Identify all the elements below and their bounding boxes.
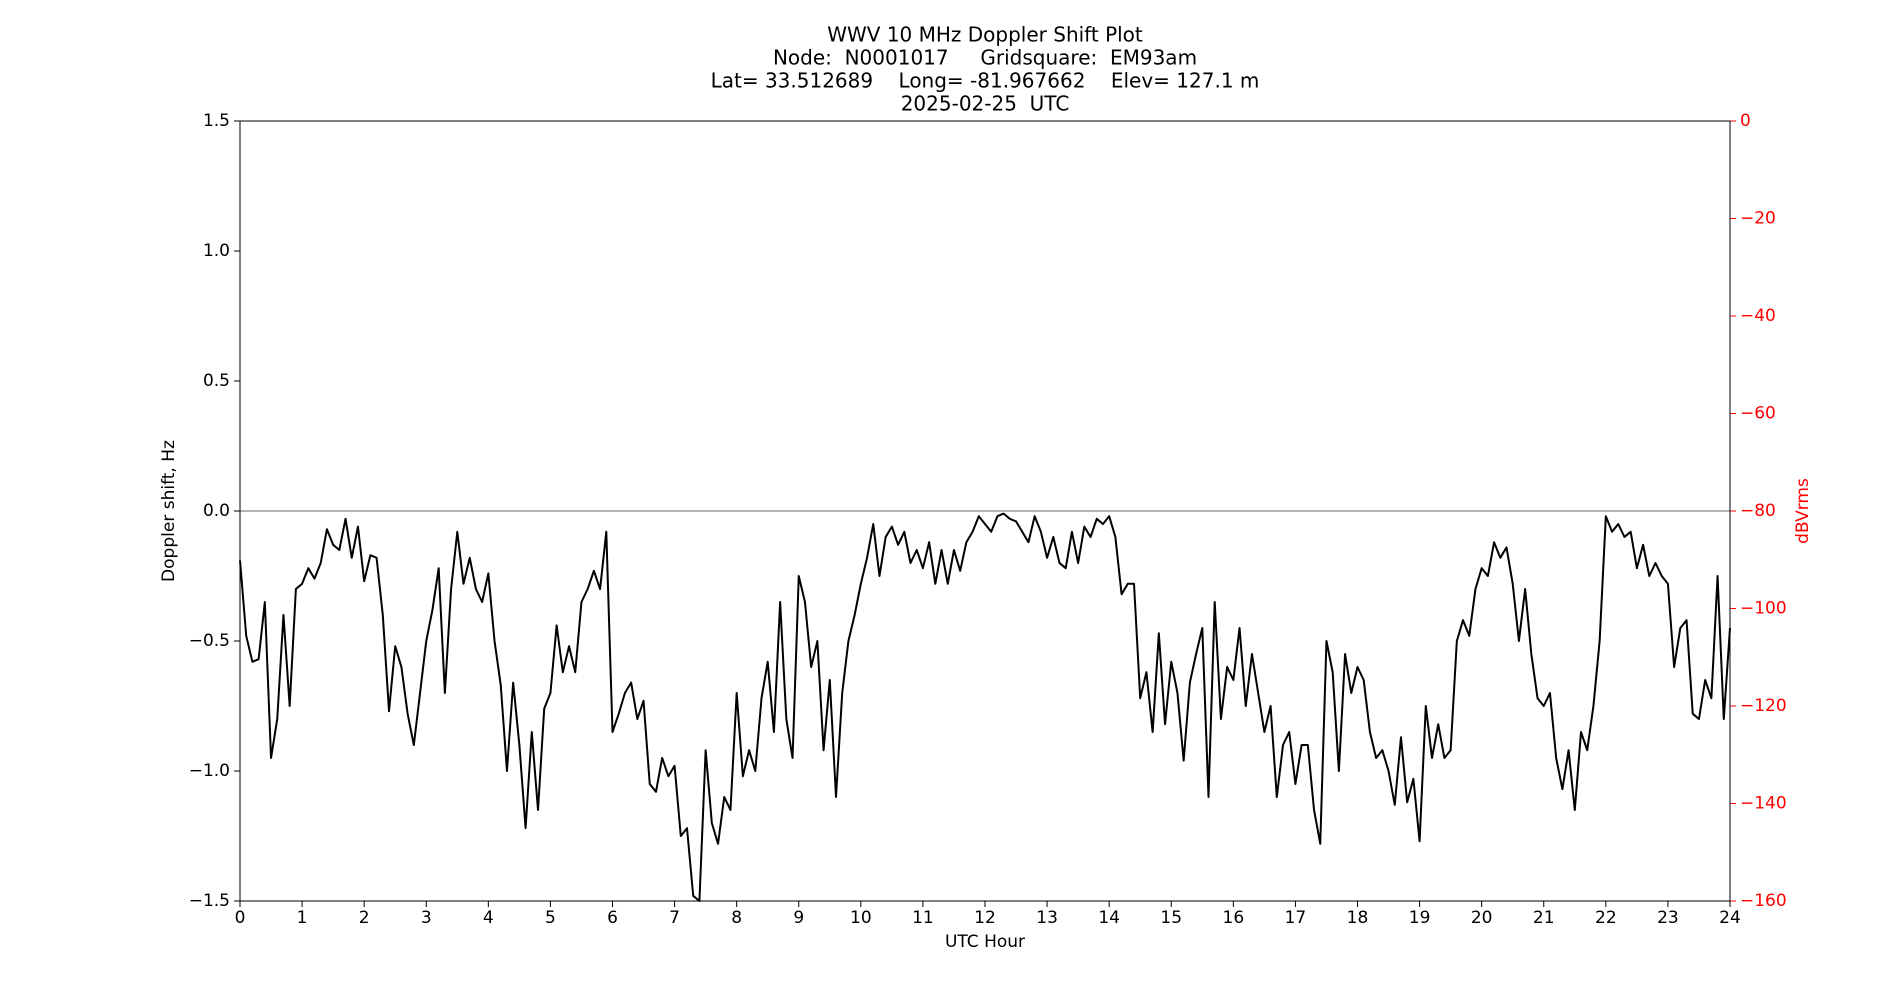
x-tick-label: 5 <box>545 908 556 928</box>
y-tick-label: −1.5 <box>189 891 230 911</box>
y-tick-label: 1.0 <box>203 241 230 261</box>
y2-tick-label: −120 <box>1740 696 1787 716</box>
y2-axis-label: dBVrms <box>1793 478 1813 544</box>
y-tick-label: 1.5 <box>203 111 230 131</box>
plot-frame <box>239 120 1731 902</box>
x-tick-label: 7 <box>669 908 680 928</box>
x-tick-label: 4 <box>483 908 494 928</box>
chart-title: Node: N0001017 Gridsquare: EM93am <box>773 46 1197 70</box>
chart-title: 2025-02-25 UTC <box>901 92 1070 116</box>
x-tick-label: 18 <box>1347 908 1369 928</box>
x-tick-label: 2 <box>359 908 370 928</box>
y2-tick-label: −140 <box>1740 794 1787 814</box>
x-tick-label: 19 <box>1409 908 1431 928</box>
x-tick-label: 23 <box>1657 908 1679 928</box>
y2-tick-label: −20 <box>1740 209 1776 229</box>
x-tick-label: 0 <box>235 908 246 928</box>
y-tick-label: 0.0 <box>203 501 230 521</box>
x-tick-label: 21 <box>1533 908 1555 928</box>
x-tick-label: 24 <box>1719 908 1741 928</box>
y2-tick-label: −100 <box>1740 599 1787 619</box>
x-tick-label: 15 <box>1160 908 1182 928</box>
y-axis-label: Doppler shift, Hz <box>159 440 179 582</box>
x-axis-label: UTC Hour <box>945 932 1025 952</box>
x-tick-label: 13 <box>1036 908 1058 928</box>
y2-tick-label: −60 <box>1740 404 1776 424</box>
x-tick-label: 8 <box>731 908 742 928</box>
chart-title: Lat= 33.512689 Long= -81.967662 Elev= 12… <box>711 69 1260 93</box>
x-tick-label: 20 <box>1471 908 1493 928</box>
x-tick-label: 11 <box>912 908 934 928</box>
y-tick-label: −1.0 <box>189 761 230 781</box>
x-tick-label: 10 <box>850 908 872 928</box>
chart-title: WWV 10 MHz Doppler Shift Plot <box>827 23 1143 47</box>
x-tick-label: 9 <box>793 908 804 928</box>
y2-tick-label: −80 <box>1740 501 1776 521</box>
data-line <box>239 512 1731 902</box>
x-tick-label: 17 <box>1285 908 1307 928</box>
y2-tick-label: −40 <box>1740 306 1776 326</box>
y2-tick-label: 0 <box>1740 111 1751 131</box>
x-tick-label: 16 <box>1223 908 1245 928</box>
x-tick-label: 22 <box>1595 908 1617 928</box>
x-tick-label: 6 <box>607 908 618 928</box>
y2-tick-label: −160 <box>1740 891 1787 911</box>
x-tick-label: 3 <box>421 908 432 928</box>
x-tick-label: 14 <box>1098 908 1120 928</box>
x-tick-label: 12 <box>974 908 996 928</box>
x-tick-label: 1 <box>297 908 308 928</box>
y-tick-label: −0.5 <box>189 631 230 651</box>
y-tick-label: 0.5 <box>203 371 230 391</box>
